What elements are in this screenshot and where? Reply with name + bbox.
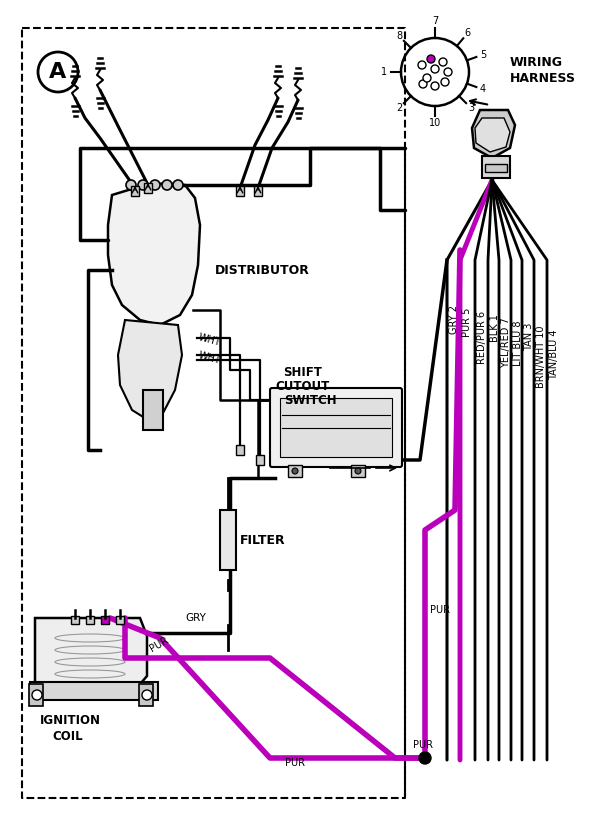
Circle shape: [439, 58, 447, 66]
Text: 5: 5: [480, 50, 486, 60]
Circle shape: [142, 690, 152, 700]
Circle shape: [419, 80, 427, 88]
Text: GRY 2: GRY 2: [449, 305, 459, 334]
Circle shape: [431, 65, 439, 73]
Text: COIL: COIL: [52, 729, 83, 743]
Text: WIRING: WIRING: [510, 55, 563, 69]
Text: CUTOUT: CUTOUT: [276, 381, 330, 393]
Text: FILTER: FILTER: [240, 534, 286, 546]
Polygon shape: [108, 183, 200, 325]
Text: HARNESS: HARNESS: [510, 71, 576, 85]
Bar: [485, 164, 507, 172]
Bar: [220, 510, 236, 570]
Bar: [288, 465, 302, 477]
Bar: [280, 398, 392, 457]
Polygon shape: [118, 320, 182, 420]
Text: A: A: [50, 62, 67, 82]
Text: PUR: PUR: [285, 758, 305, 768]
Circle shape: [162, 180, 172, 190]
Text: 1: 1: [381, 67, 387, 77]
Circle shape: [138, 180, 148, 190]
Bar: [86, 616, 94, 624]
Bar: [116, 616, 124, 624]
Text: 8: 8: [396, 31, 402, 41]
Text: BRN/WHT 10: BRN/WHT 10: [536, 326, 546, 388]
Circle shape: [419, 752, 431, 764]
Text: PUR 5: PUR 5: [462, 308, 472, 337]
Text: 10: 10: [429, 118, 441, 128]
Circle shape: [427, 55, 435, 63]
Circle shape: [418, 61, 426, 69]
Bar: [29, 684, 43, 706]
Text: GRY: GRY: [185, 613, 206, 623]
Text: PUR: PUR: [148, 634, 170, 654]
Text: DISTRIBUTOR: DISTRIBUTOR: [215, 263, 310, 277]
Bar: [256, 455, 264, 465]
Bar: [236, 445, 244, 455]
Bar: [131, 186, 139, 196]
Circle shape: [32, 690, 42, 700]
Text: BLK 1: BLK 1: [490, 314, 500, 341]
Circle shape: [444, 68, 452, 76]
Text: TAN/BLU 4: TAN/BLU 4: [549, 329, 559, 379]
Circle shape: [441, 78, 449, 86]
Bar: [144, 183, 152, 193]
Text: SHIFT: SHIFT: [283, 367, 323, 379]
Bar: [139, 684, 153, 706]
Circle shape: [173, 180, 183, 190]
Text: RED/PUR 6: RED/PUR 6: [477, 311, 487, 364]
Text: 3: 3: [468, 103, 474, 113]
Text: YEL/RED 7: YEL/RED 7: [501, 317, 511, 367]
Text: TAN 3: TAN 3: [524, 323, 534, 352]
Text: 2: 2: [396, 103, 402, 113]
Bar: [30, 682, 158, 700]
FancyBboxPatch shape: [270, 388, 402, 467]
Circle shape: [126, 180, 136, 190]
Bar: [143, 390, 163, 430]
Circle shape: [355, 468, 361, 474]
Text: SWITCH: SWITCH: [284, 394, 337, 408]
Bar: [254, 186, 262, 196]
Text: 6: 6: [465, 28, 471, 38]
Bar: [482, 156, 510, 178]
Polygon shape: [35, 618, 147, 690]
Circle shape: [431, 82, 439, 90]
Text: WHT: WHT: [197, 350, 222, 366]
Bar: [236, 186, 244, 196]
Bar: [71, 616, 79, 624]
Text: 7: 7: [432, 16, 438, 26]
Circle shape: [150, 180, 160, 190]
Circle shape: [292, 468, 298, 474]
Text: LIT BLU 8: LIT BLU 8: [513, 320, 523, 366]
Text: PUR: PUR: [413, 740, 433, 750]
Circle shape: [423, 74, 431, 82]
Text: PUR: PUR: [430, 605, 450, 615]
Text: 4: 4: [480, 85, 486, 95]
Text: IGNITION: IGNITION: [40, 713, 101, 727]
Polygon shape: [475, 118, 510, 152]
Polygon shape: [472, 110, 515, 158]
Text: WHT: WHT: [197, 332, 222, 348]
Bar: [351, 465, 365, 477]
Bar: [101, 616, 109, 624]
